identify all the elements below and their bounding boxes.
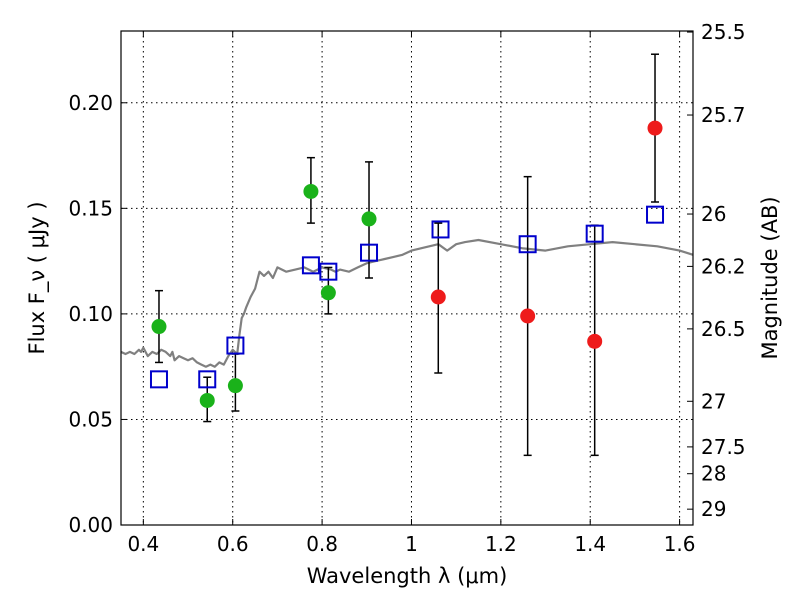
grid-lines [121, 31, 693, 526]
model-photometry-square-9 [646, 205, 665, 224]
plot-frame [120, 30, 694, 526]
detected-flux-point-3 [303, 183, 319, 199]
model-photometry-square-0 [149, 370, 168, 389]
y-tick-label-1: 0.05 [68, 407, 113, 431]
detected-flux-point-0 [151, 319, 167, 335]
nir-flux-point-3 [647, 120, 663, 136]
detected-flux-point-4 [320, 285, 336, 301]
model-photometry-square-3 [301, 256, 320, 275]
x-tick-label-0: 0.4 [127, 532, 159, 556]
right-tick-label-6: 27.5 [701, 435, 746, 459]
model-photometry-square-4 [319, 262, 338, 281]
x-tick-label-2: 0.8 [306, 532, 338, 556]
x-tick-label-4: 1.2 [485, 532, 517, 556]
y-axis-right-label: Magnitude (AB) [758, 196, 782, 359]
model-photometry-square-5 [360, 243, 379, 262]
x-tick-label-3: 1 [405, 532, 418, 556]
plot-area [121, 53, 693, 457]
right-tick-label-7: 28 [701, 462, 726, 486]
detected-flux-point-2 [227, 378, 243, 394]
right-tick-label-2: 26 [701, 202, 726, 226]
model-photometry-square-1 [198, 370, 217, 389]
y-tick-label-0: 0.00 [68, 513, 113, 537]
right-tick-label-5: 27 [701, 389, 726, 413]
x-axis-label: Wavelength λ (μm) [307, 564, 508, 588]
nir-flux-point-0 [430, 289, 446, 305]
x-tick-label-6: 1.6 [664, 532, 696, 556]
right-tick-label-0: 25.5 [701, 20, 746, 44]
right-tick-label-4: 26.5 [701, 317, 746, 341]
model-photometry-square-6 [431, 220, 450, 239]
right-tick-label-8: 29 [701, 497, 726, 521]
y-axis-label: Flux F_ν ( μJy ) [25, 201, 50, 354]
y-tick-label-3: 0.15 [68, 196, 113, 220]
y-tick-label-4: 0.20 [68, 91, 113, 115]
x-tick-label-5: 1.4 [574, 532, 606, 556]
model-photometry-square-8 [585, 224, 604, 243]
nir-flux-point-1 [520, 308, 536, 324]
right-tick-label-1: 25.7 [701, 103, 746, 127]
nir-flux-point-2 [587, 333, 603, 349]
model-photometry-square-7 [518, 235, 537, 254]
detected-flux-point-5 [361, 211, 377, 227]
right-tick-label-3: 26.2 [701, 254, 746, 278]
x-tick-label-1: 0.6 [217, 532, 249, 556]
detected-flux-point-1 [199, 392, 215, 408]
model-spectrum-line [121, 238, 693, 368]
model-photometry-square-2 [226, 336, 245, 355]
y-tick-label-2: 0.10 [68, 302, 113, 326]
axis-ticks: 0.4 0.6 0.8 1 1.2 1.4 1.6 0.00 0.05 0.10 0.15 0.20 2… [68, 20, 745, 556]
